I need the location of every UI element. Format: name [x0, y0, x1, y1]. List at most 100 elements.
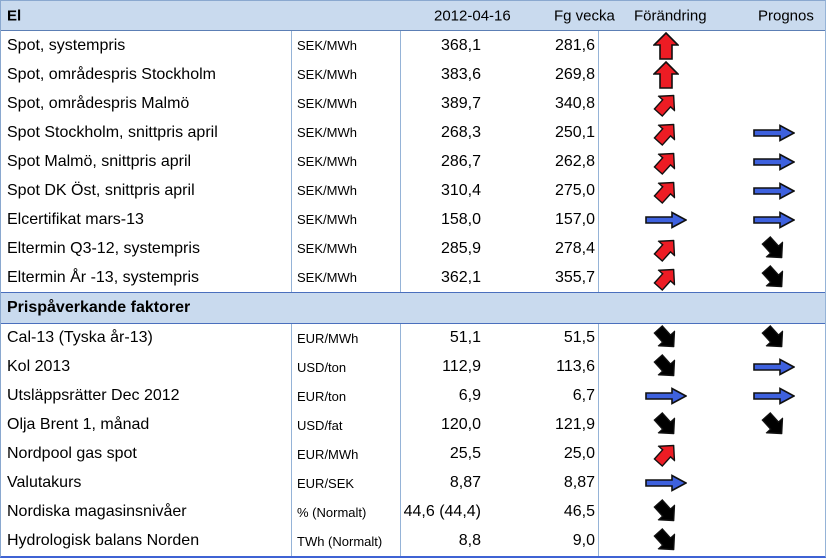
right-arrow-icon [753, 152, 795, 171]
change-arrow-cell [598, 31, 732, 61]
column-header-change: Förändring [634, 7, 707, 25]
table-row: Spot Malmö, snittpris april SEK/MWh 286,7 2… [1, 147, 825, 177]
up-right-arrow-icon [652, 235, 679, 263]
row-value-prev-week: 51,5 [563, 329, 595, 347]
down-right-arrow-icon [761, 264, 787, 292]
up-right-arrow-icon [652, 119, 679, 147]
table-row: Nordiska magasinsnivåer % (Normalt) 44,6 (… [1, 497, 825, 527]
column-header-prev-week: Fg vecka [554, 7, 615, 25]
row-label: Spot, systempris [7, 36, 126, 54]
row-value-prev-week: 262,8 [554, 152, 595, 170]
row-value-current: 44,6 (44,4) [400, 497, 482, 527]
change-arrow-cell [598, 176, 732, 206]
row-value-prev-week: 340,8 [554, 94, 595, 112]
row-unit: SEK/MWh [291, 147, 400, 177]
right-arrow-icon [644, 211, 687, 229]
table-title: El [7, 7, 22, 25]
change-arrow-cell [598, 205, 732, 235]
right-arrow-icon [753, 123, 795, 142]
forecast-arrow-cell [732, 469, 825, 498]
row-unit: SEK/MWh [291, 234, 400, 264]
change-arrow-cell [598, 439, 732, 469]
row-value-prev-week: 25,0 [563, 445, 595, 463]
forecast-arrow-cell [732, 234, 825, 263]
right-arrow-icon [644, 387, 687, 405]
row-value-current: 25,5 [400, 439, 482, 469]
row-label: Utsläppsrätter Dec 2012 [7, 387, 180, 405]
row-value-prev-week: 275,0 [554, 181, 595, 199]
row-label: Nordpool gas spot [7, 445, 137, 463]
change-arrow-cell [598, 234, 732, 264]
row-label: Spot DK Öst, snittpris april [7, 181, 195, 199]
row-value-prev-week: 281,6 [554, 36, 595, 54]
row-unit: SEK/MWh [291, 176, 400, 206]
row-value-current: 268,3 [400, 118, 482, 148]
row-unit: SEK/MWh [291, 263, 400, 293]
row-value-prev-week: 121,9 [554, 416, 595, 434]
row-unit: TWh (Normalt) [291, 526, 400, 556]
table-row: Olja Brent 1, månad USD/fat 120,0 121,9 [1, 410, 825, 440]
row-label: Valutakurs [7, 474, 82, 492]
down-right-arrow-icon [652, 411, 679, 439]
down-right-arrow-icon [761, 324, 787, 352]
right-arrow-icon [753, 181, 795, 200]
up-right-arrow-icon [652, 264, 679, 292]
up-arrow-icon [652, 60, 679, 89]
right-arrow-icon [644, 474, 687, 493]
change-arrow-cell [598, 468, 732, 498]
row-value-current: 310,4 [400, 176, 482, 206]
row-label: Elcertifikat mars-13 [7, 210, 144, 228]
forecast-arrow-cell [732, 147, 825, 176]
row-value-prev-week: 278,4 [554, 239, 595, 257]
table-header-row: El 2012-04-16 Fg vecka Förändring Progno… [1, 1, 825, 32]
change-arrow-cell [598, 118, 732, 148]
table-row: Spot, områdespris Stockholm SEK/MWh 383,6 2… [1, 60, 825, 90]
row-value-current: 6,9 [400, 381, 482, 411]
right-arrow-icon [753, 211, 795, 229]
row-value-current: 112,9 [400, 352, 482, 382]
up-right-arrow-icon [652, 177, 679, 205]
table-row: Elcertifikat mars-13 SEK/MWh 158,0 157,0 [1, 205, 825, 235]
row-value-current: 8,87 [400, 468, 482, 498]
column-header-forecast: Prognos [758, 7, 814, 25]
table-row: Spot Stockholm, snittpris april SEK/MWh 26… [1, 118, 825, 148]
down-right-arrow-icon [652, 324, 679, 352]
row-unit: EUR/MWh [291, 439, 400, 469]
forecast-arrow-cell [732, 176, 825, 205]
forecast-arrow-cell [732, 205, 825, 234]
forecast-arrow-cell [732, 60, 825, 89]
row-label: Eltermin År -13, systempris [7, 268, 200, 286]
row-value-current: 389,7 [400, 89, 482, 119]
down-right-arrow-icon [652, 527, 679, 555]
forecast-arrow-cell [732, 324, 825, 353]
row-label: Olja Brent 1, månad [7, 416, 150, 434]
table-row: Kol 2013 USD/ton 112,9 113,6 [1, 352, 825, 382]
change-arrow-cell [598, 323, 732, 353]
change-arrow-cell [598, 381, 732, 411]
change-arrow-cell [598, 60, 732, 90]
up-right-arrow-icon [652, 440, 679, 468]
row-unit: SEK/MWh [291, 205, 400, 235]
row-value-prev-week: 6,7 [572, 387, 595, 405]
row-value-current: 158,0 [400, 205, 482, 235]
forecast-arrow-cell [732, 498, 825, 527]
section-header: Prispåverkande faktorer [1, 292, 825, 324]
down-right-arrow-icon [652, 353, 679, 381]
row-label: Spot Stockholm, snittpris april [7, 123, 218, 141]
row-unit: USD/fat [291, 410, 400, 440]
change-arrow-cell [598, 497, 732, 527]
forecast-arrow-cell [732, 263, 825, 292]
forecast-arrow-cell [732, 527, 825, 556]
row-label: Nordiska magasinsnivåer [7, 503, 187, 521]
row-value-current: 383,6 [400, 60, 482, 90]
forecast-arrow-cell [732, 382, 825, 411]
table-row: Spot, områdespris Malmö SEK/MWh 389,7 340,8 [1, 89, 825, 119]
row-value-current: 285,9 [400, 234, 482, 264]
change-arrow-cell [598, 263, 732, 293]
down-right-arrow-icon [652, 498, 679, 526]
up-right-arrow-icon [652, 148, 679, 176]
row-label: Cal-13 (Tyska år-13) [7, 329, 153, 347]
table-row: Hydrologisk balans Norden TWh (Normalt) 8,… [1, 526, 825, 556]
row-label: Eltermin Q3-12, systempris [7, 239, 200, 257]
table-row: Spot, systempris SEK/MWh 368,1 281,6 [1, 31, 825, 61]
